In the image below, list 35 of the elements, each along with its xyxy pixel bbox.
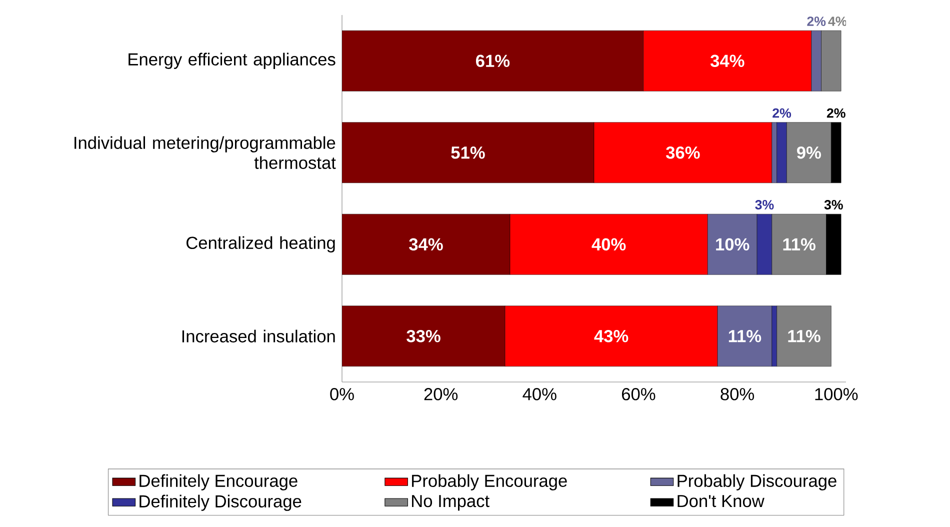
legend-label: Don't Know [678, 495, 764, 508]
x-tick-label: 80% [720, 388, 754, 400]
data-label: 2% [807, 16, 826, 26]
data-label: 34% [710, 54, 744, 68]
y-tick-label: Energy efficient appliances [128, 52, 336, 69]
data-label: 2% [826, 108, 846, 118]
x-tick-label: 60% [622, 388, 656, 400]
data-label: 11% [783, 238, 816, 250]
data-label: 40% [592, 238, 626, 250]
data-label: 33% [406, 330, 440, 342]
data-label: 34% [409, 238, 443, 251]
legend-label: Definitely Encourage [140, 474, 298, 490]
y-tick-label: Individual metering/programmable thermostat [74, 136, 336, 169]
legend-label: Definitely Discourage [140, 494, 302, 511]
legend-label: No Impact [412, 495, 490, 511]
data-label: 11% [728, 330, 762, 342]
legend-label: Probably Encourage [412, 474, 567, 490]
data-label: 51% [451, 146, 485, 159]
data-label: 3% [824, 200, 843, 210]
data-label: 11% [788, 330, 820, 342]
x-tick-label: 40% [522, 388, 556, 400]
x-tick-label: 0% [330, 388, 354, 400]
data-label: 36% [666, 146, 700, 159]
data-label: 3% [755, 200, 774, 210]
data-label: 61% [476, 54, 510, 68]
x-tick-label: 20% [424, 388, 458, 400]
legend-label: Probably Discourage [678, 474, 836, 490]
data-label: 2% [772, 108, 792, 118]
data-label: 9% [797, 146, 821, 159]
x-tick-label: 100% [815, 388, 858, 400]
data-label: 10% [716, 238, 750, 250]
y-tick-label: Centralized heating [186, 236, 335, 252]
data-label: 4% [828, 16, 847, 26]
y-tick-label: Increased insulation [182, 330, 335, 342]
data-label: 43% [594, 330, 628, 342]
